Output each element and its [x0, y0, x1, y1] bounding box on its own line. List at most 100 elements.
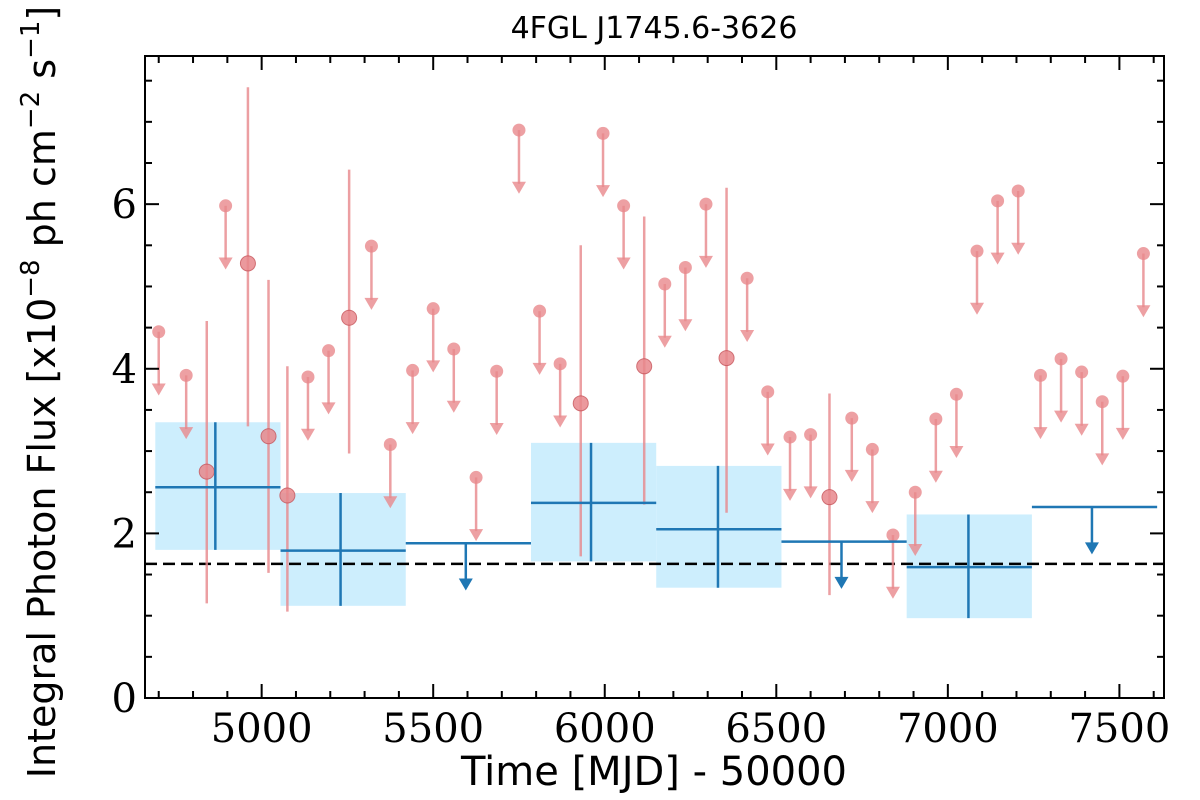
data-point: [821, 489, 838, 506]
upper-limit-marker: [179, 368, 193, 382]
upper-limit-arrow-head: [698, 255, 713, 268]
upper-limit-marker: [469, 470, 483, 484]
upper-limit-arrow-head: [885, 586, 900, 599]
upper-limit-marker: [678, 261, 692, 275]
upper-limit-marker: [533, 304, 547, 318]
plot-frame: [144, 55, 1165, 699]
y-tick-label: 4: [112, 347, 137, 393]
upper-limit-marker: [991, 194, 1005, 208]
long-bin-series: [155, 422, 1158, 619]
upper-limit-arrow-head: [908, 543, 923, 556]
upper-limit-marker: [804, 428, 818, 442]
upper-limit-arrow-head: [405, 422, 420, 435]
upper-limit-marker: [596, 126, 610, 140]
upper-limit-marker: [406, 363, 420, 377]
chart-title: 4FGL J1745.6-3626: [511, 11, 798, 46]
data-point: [572, 395, 589, 412]
upper-limit-marker: [1033, 368, 1047, 382]
upper-limit-marker: [322, 344, 336, 358]
upper-limit-arrow-head: [1136, 305, 1151, 318]
data-point: [636, 358, 653, 375]
upper-limit-marker: [1054, 352, 1068, 366]
upper-limit-marker: [1011, 184, 1025, 198]
upper-limit-arrow-head: [949, 446, 964, 459]
upper-limit-arrow-head: [469, 529, 484, 542]
x-tick-label: 7500: [1068, 706, 1170, 752]
data-point: [198, 463, 215, 480]
x-tick-label: 7000: [897, 706, 999, 752]
upper-limit-marker: [970, 244, 984, 258]
upper-limit-arrow-head: [1054, 410, 1069, 423]
upper-limit-arrow-head: [970, 302, 985, 315]
upper-limit-marker: [512, 123, 526, 137]
upper-limit-arrow-head: [218, 257, 233, 270]
upper-limit-arrow-head: [321, 402, 336, 415]
upper-limit-arrow-head: [426, 360, 441, 373]
upper-limit-arrow-head: [553, 415, 568, 428]
x-tick-label: 5000: [211, 706, 313, 752]
upper-limit-marker: [364, 239, 378, 253]
upper-limit-arrow-head: [1095, 453, 1110, 466]
upper-limit-arrow-head: [511, 181, 526, 194]
upper-limit-arrow-head: [760, 443, 775, 456]
upper-limit-arrow-head: [1115, 427, 1130, 440]
upper-limit-marker: [845, 411, 859, 425]
upper-limit-marker: [617, 199, 631, 213]
upper-limit-marker: [865, 442, 879, 456]
upper-limit-arrow-head: [1011, 242, 1026, 255]
x-tick-label: 6000: [554, 706, 656, 752]
long-bin-arrow-head: [834, 576, 849, 589]
data-point: [260, 428, 277, 445]
upper-limit-marker: [783, 430, 797, 444]
upper-limit-marker: [152, 325, 166, 339]
upper-limit-marker: [301, 370, 315, 384]
data-point: [279, 487, 296, 504]
upper-limit-marker: [699, 197, 713, 211]
upper-limit-arrow-head: [844, 469, 859, 482]
upper-limit-marker: [553, 357, 567, 371]
tick-labels: 5000 5500 6000 6500 7000 7500 0 2 4 6: [112, 182, 1171, 752]
y-tick-label: 6: [112, 182, 137, 228]
upper-limit-marker: [490, 364, 504, 378]
upper-limit-marker: [908, 485, 922, 499]
upper-limit-marker: [1095, 395, 1109, 409]
upper-limit-arrow-head: [657, 335, 672, 348]
upper-limit-marker: [740, 271, 754, 285]
data-point: [718, 350, 735, 367]
y-tick-label: 2: [112, 511, 137, 557]
upper-limit-marker: [1136, 247, 1150, 261]
data-point: [239, 255, 256, 272]
upper-limit-marker: [658, 277, 672, 291]
upper-limit-arrow-head: [928, 470, 943, 483]
upper-limit-arrow-head: [865, 501, 880, 514]
upper-limit-marker: [219, 199, 233, 213]
upper-limit-marker: [447, 342, 461, 356]
upper-limit-arrow-head: [1033, 427, 1048, 440]
x-tick-label: 5500: [382, 706, 484, 752]
upper-limit-arrow-head: [1074, 423, 1089, 436]
upper-limit-arrow-head: [803, 486, 818, 499]
y-axis-label: Integral Photon Flux [x10−8 ph cm−2 s−1]: [16, 6, 64, 779]
long-bin-arrow-head: [1084, 542, 1099, 555]
upper-limit-arrow-head: [383, 496, 398, 509]
upper-limit-arrow-head: [489, 422, 504, 435]
upper-limit-arrow-head: [990, 252, 1005, 265]
upper-limit-arrow-head: [151, 383, 166, 396]
upper-limit-arrow-head: [446, 400, 461, 413]
upper-limit-arrow-head: [364, 297, 379, 310]
upper-limit-marker: [426, 302, 440, 316]
upper-limit-arrow-head: [179, 427, 194, 440]
long-bin-arrow-head: [458, 578, 473, 591]
upper-limit-arrow-head: [783, 488, 798, 501]
upper-limit-marker: [929, 412, 943, 426]
axis-ticks: [145, 56, 1164, 699]
short-bin-series: [151, 87, 1151, 612]
upper-limit-marker: [1116, 369, 1130, 383]
upper-limit-marker: [886, 528, 900, 542]
upper-limit-arrow-head: [532, 362, 547, 375]
upper-limit-marker: [949, 387, 963, 401]
upper-limit-marker: [383, 437, 397, 451]
y-tick-label: 0: [112, 676, 137, 722]
data-point: [341, 309, 358, 326]
